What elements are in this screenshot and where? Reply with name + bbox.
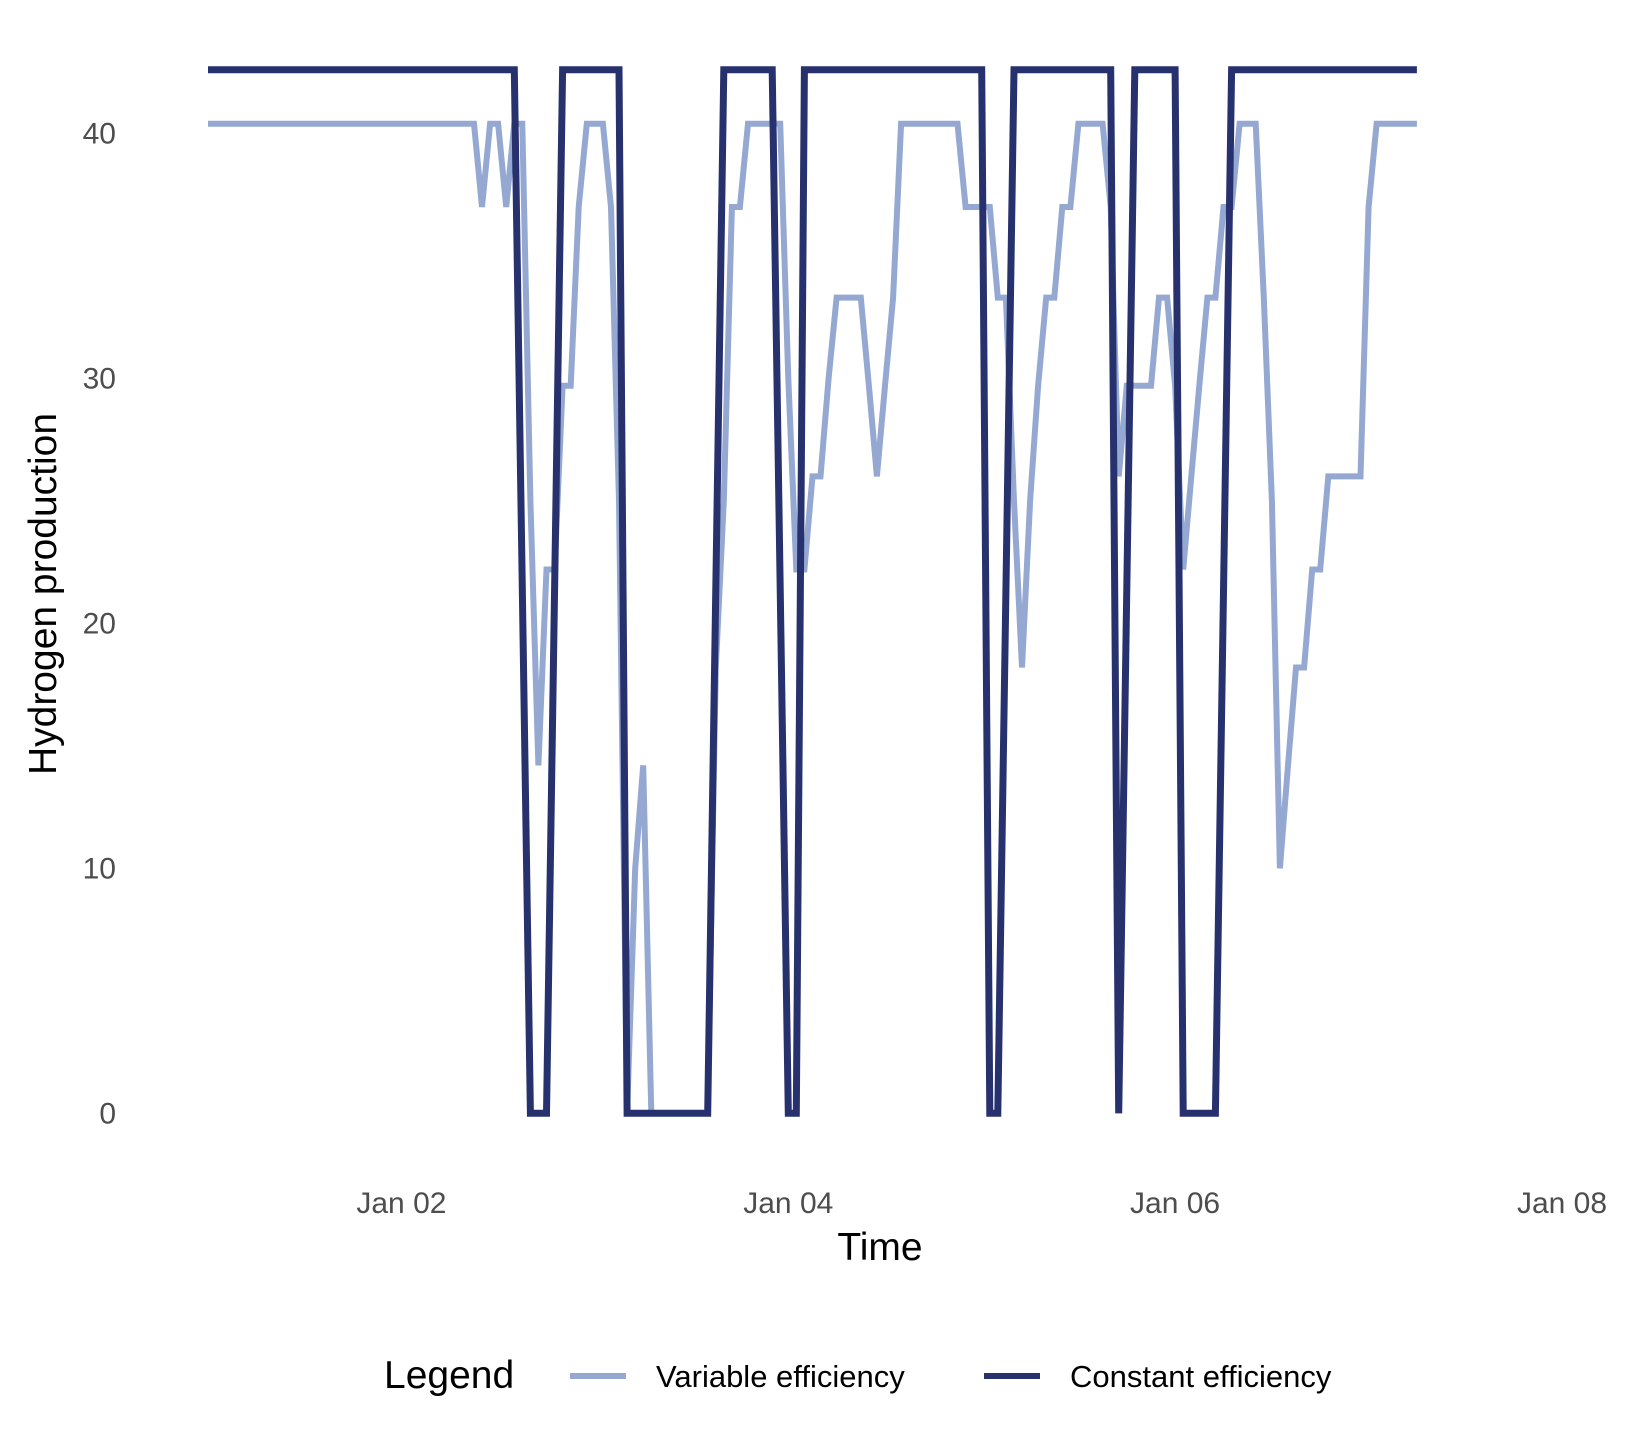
x-axis-ticks: Jan 02 Jan 04 Jan 06 Jan 08 [356,1187,1607,1220]
y-axis-title: Hydrogen production [22,413,65,775]
x-tick-label: Jan 06 [1130,1187,1220,1220]
series-line-constant-efficiency [208,66,1417,1117]
y-tick-label: 20 [83,607,116,640]
legend: Legend Variable efficiency Constant effi… [384,1354,1332,1397]
legend-label-constant-efficiency: Constant efficiency [1070,1359,1332,1394]
legend-title: Legend [384,1354,514,1397]
legend-label-variable-efficiency: Variable efficiency [656,1359,905,1394]
x-tick-label: Jan 08 [1517,1187,1607,1220]
y-tick-label: 40 [83,118,116,151]
x-tick-label: Jan 02 [356,1187,446,1220]
y-tick-label: 30 [83,362,116,395]
x-axis-title: Time [837,1226,922,1269]
y-tick-label: 0 [99,1097,116,1130]
y-axis-ticks: 0 10 20 30 40 [83,118,116,1131]
plot-area [208,66,1417,1117]
x-tick-label: Jan 04 [743,1187,833,1220]
y-tick-label: 10 [83,852,116,885]
series-line-variable-efficiency [208,120,1417,1117]
